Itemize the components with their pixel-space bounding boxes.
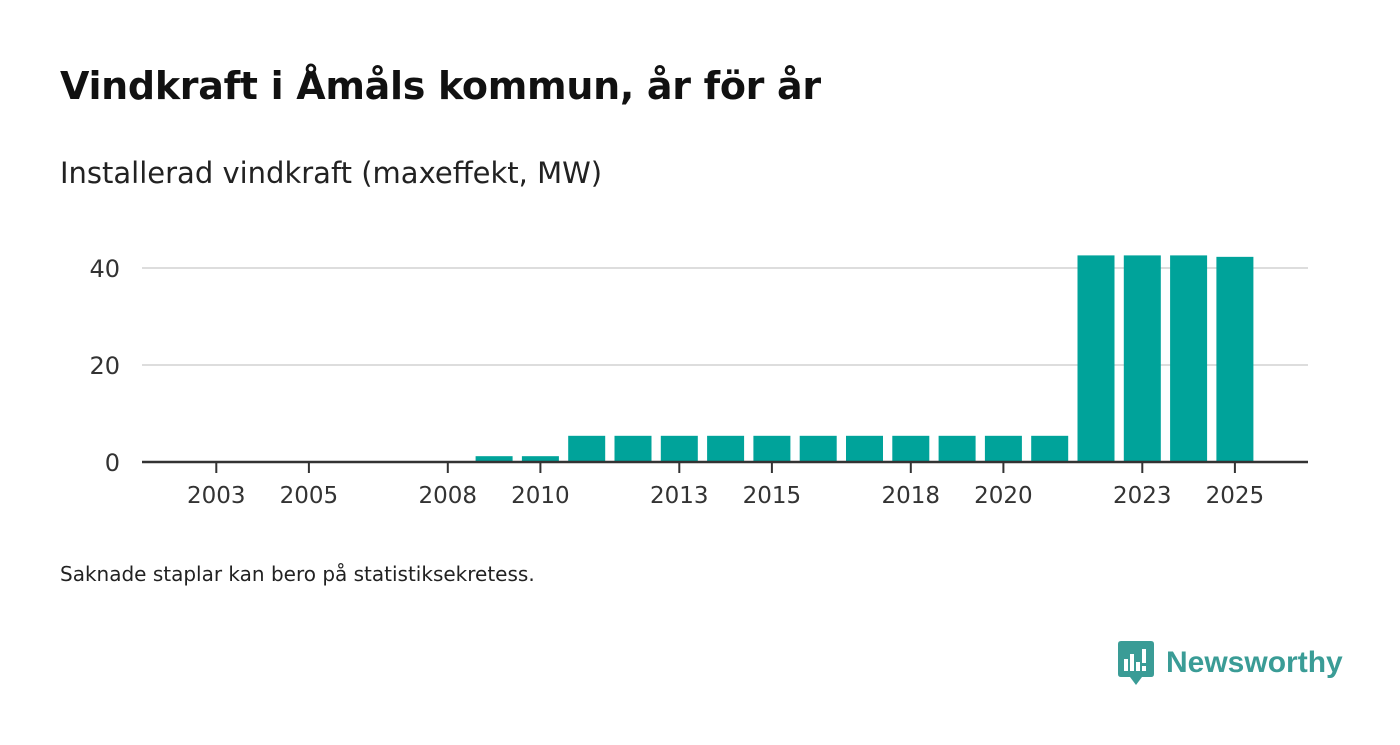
newsworthy-logo-icon <box>1118 641 1154 685</box>
brand-logo[interactable]: Newsworthy <box>1118 641 1343 685</box>
x-tick-label: 2023 <box>1113 483 1172 509</box>
bar-2011 <box>568 435 606 462</box>
bar-2013 <box>660 435 698 462</box>
chart-subtitle: Installerad vindkraft (maxeffekt, MW) <box>60 156 603 190</box>
bar-2015 <box>753 435 791 462</box>
y-tick-label: 0 <box>105 449 120 477</box>
bar-2025 <box>1216 256 1254 462</box>
chart-title: Vindkraft i Åmåls kommun, år för år <box>60 64 821 108</box>
bar-2022 <box>1077 255 1115 462</box>
x-tick-label: 2015 <box>743 483 802 509</box>
bar-2020 <box>984 435 1022 462</box>
bar-2021 <box>1031 435 1069 462</box>
bar-2017 <box>846 435 883 462</box>
bar-2019 <box>938 435 976 462</box>
x-tick-label: 2010 <box>511 483 570 509</box>
x-tick-label: 2003 <box>187 483 246 509</box>
bar-2023 <box>1123 255 1161 462</box>
axes <box>142 460 1308 473</box>
x-tick-label: 2025 <box>1206 483 1265 509</box>
x-tick-label: 2005 <box>280 483 339 509</box>
footnote: Saknade staplar kan bero på statistiksek… <box>60 562 535 586</box>
bar-chart: 0 20 40 2003 2005 2008 2010 2013 2015 2018 2020 202… <box>89 255 1308 509</box>
bar-2010 <box>521 456 559 462</box>
bar-2018 <box>892 435 930 462</box>
bar-2012 <box>614 435 652 462</box>
bar-2024 <box>1170 255 1208 462</box>
x-tick-label: 2013 <box>650 483 709 509</box>
y-tick-label: 40 <box>89 255 120 283</box>
x-tick-label: 2008 <box>419 483 478 509</box>
y-tick-label: 20 <box>89 352 120 380</box>
bars <box>475 255 1254 462</box>
x-tick-label: 2020 <box>974 483 1033 509</box>
x-tick-label: 2018 <box>882 483 941 509</box>
bar-2016 <box>799 435 837 462</box>
brand-name: Newsworthy <box>1166 646 1343 679</box>
bar-2014 <box>707 435 745 462</box>
bar-2009 <box>475 456 513 462</box>
tick-labels: 0 20 40 2003 2005 2008 2010 2013 2015 2018 2020 202… <box>89 255 1264 509</box>
